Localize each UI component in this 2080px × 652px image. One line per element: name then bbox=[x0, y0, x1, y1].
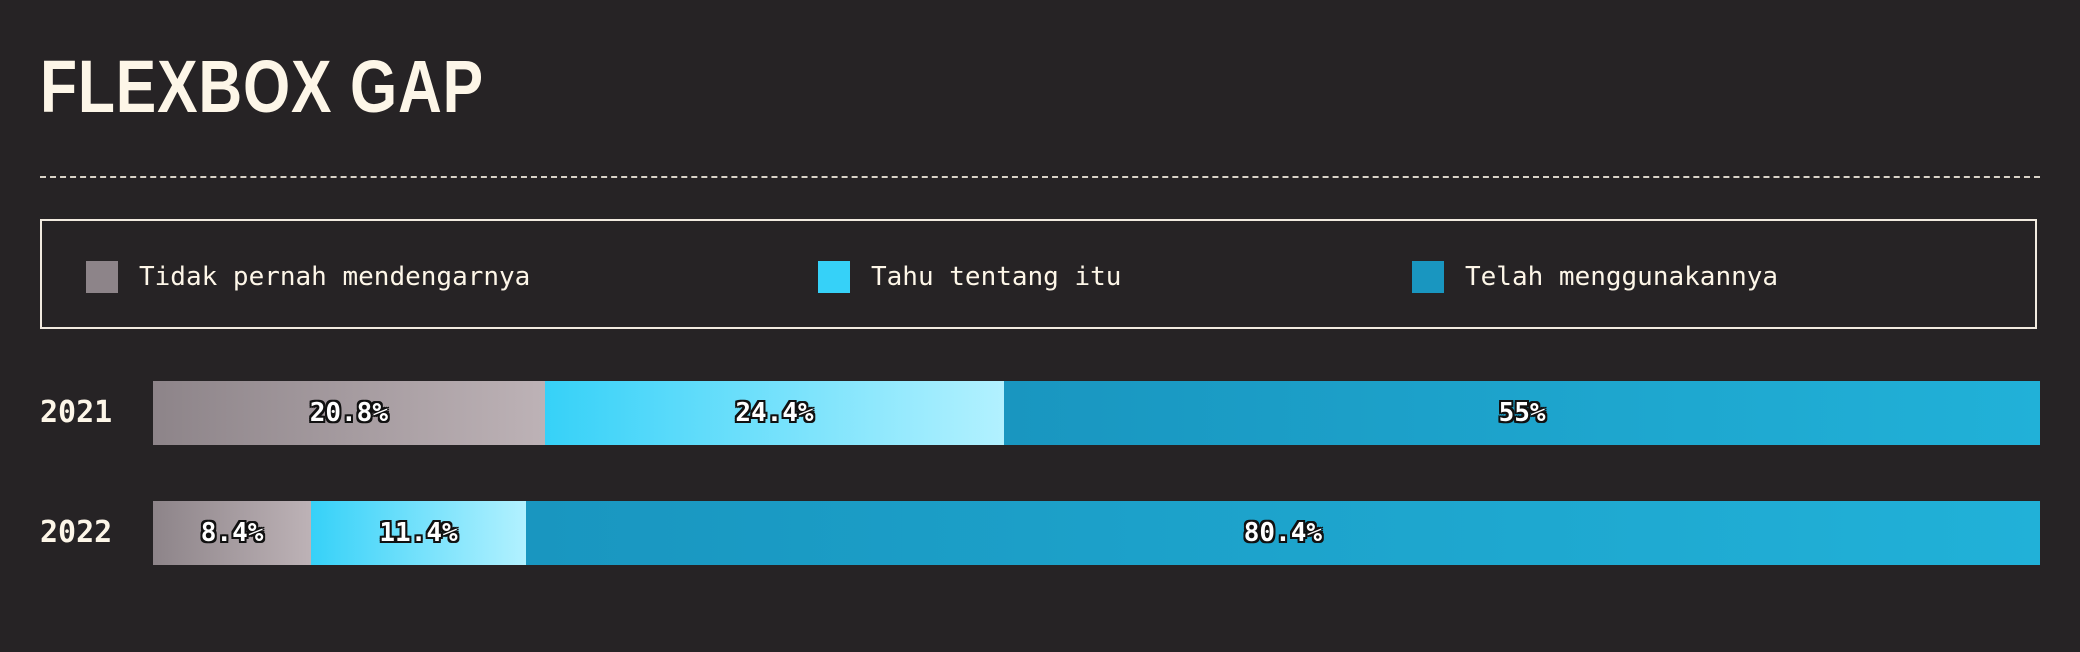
legend-label: Telah menggunakannya bbox=[1465, 262, 1779, 292]
page-title: FLEXBOX GAP bbox=[40, 45, 484, 128]
bar-segment-know-about: 11.4% bbox=[311, 501, 526, 565]
bar-segment-know-about: 24.4% bbox=[544, 381, 1005, 445]
data-label: 20.8% bbox=[309, 398, 388, 428]
bar-segment-never-heard: 20.8% bbox=[153, 381, 545, 445]
legend-swatch-used-it bbox=[1412, 261, 1444, 293]
data-label: 24.4% bbox=[735, 398, 814, 428]
bar-segment-never-heard: 8.4% bbox=[153, 501, 312, 565]
legend-label: Tidak pernah mendengarnya bbox=[139, 262, 531, 292]
dashed-divider bbox=[40, 176, 2040, 178]
legend-item-never-heard: Tidak pernah mendengarnya bbox=[86, 261, 530, 293]
data-label: 80.4% bbox=[1243, 518, 1323, 548]
data-label: 11.4% bbox=[379, 518, 458, 548]
row-label-2021: 2021 bbox=[40, 395, 113, 430]
bar-segment-used-it: 80.4% bbox=[525, 501, 2040, 565]
data-label: 55% bbox=[1498, 398, 1546, 428]
chart-legend: Tidak pernah mendengarnya Tahu tentang i… bbox=[40, 219, 2037, 329]
bar-segment-used-it: 55% bbox=[1004, 381, 2040, 445]
legend-swatch-never-heard bbox=[86, 261, 118, 293]
data-label: 8.4% bbox=[200, 518, 264, 548]
legend-swatch-know-about bbox=[818, 261, 850, 293]
stacked-bar-2022: 8.4% 11.4% 80.4% bbox=[153, 501, 2040, 565]
legend-item-used-it: Telah menggunakannya bbox=[1412, 261, 1778, 293]
row-label-2022: 2022 bbox=[40, 515, 113, 550]
legend-label: Tahu tentang itu bbox=[871, 262, 1122, 292]
legend-item-know-about: Tahu tentang itu bbox=[818, 261, 1121, 293]
stacked-bar-2021: 20.8% 24.4% 55% bbox=[153, 381, 2040, 445]
